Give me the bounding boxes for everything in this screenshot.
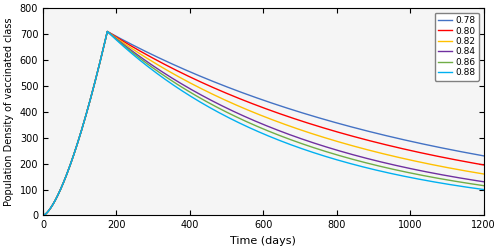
0.80 <box>326 128 332 131</box>
0.84 <box>480 180 486 183</box>
0.86 <box>402 170 408 173</box>
0.80 <box>40 214 46 217</box>
0.82 <box>40 214 46 217</box>
0.84 <box>104 30 110 33</box>
Line: 0.86: 0.86 <box>43 32 484 216</box>
0.84 <box>369 158 375 161</box>
0.80 <box>120 40 126 43</box>
0.84 <box>208 99 214 102</box>
0.82 <box>120 41 126 44</box>
0.88 <box>304 149 310 152</box>
0.86 <box>208 103 214 106</box>
0.78 <box>402 138 408 141</box>
0.88 <box>369 168 375 170</box>
0.86 <box>304 144 310 147</box>
0.86 <box>120 44 126 46</box>
0.86 <box>326 151 332 154</box>
0.86 <box>104 30 110 33</box>
0.84 <box>120 43 126 46</box>
0.80 <box>304 122 310 124</box>
0.86 <box>40 214 46 217</box>
0.82 <box>208 92 214 95</box>
Legend: 0.78, 0.80, 0.82, 0.84, 0.86, 0.88: 0.78, 0.80, 0.82, 0.84, 0.86, 0.88 <box>434 13 479 81</box>
0.84 <box>40 214 46 217</box>
0.88 <box>40 214 46 217</box>
0.78 <box>104 30 110 33</box>
0.78 <box>120 38 126 42</box>
0.86 <box>480 184 486 187</box>
0.88 <box>480 188 486 191</box>
0.82 <box>326 138 332 141</box>
0.84 <box>402 166 408 169</box>
Line: 0.84: 0.84 <box>43 32 484 216</box>
0.82 <box>369 150 375 152</box>
0.78 <box>40 214 46 217</box>
0.78 <box>369 131 375 134</box>
0.78 <box>208 79 214 82</box>
0.84 <box>304 139 310 142</box>
0.80 <box>369 140 375 143</box>
0.88 <box>326 156 332 159</box>
0.82 <box>104 30 110 33</box>
0.80 <box>104 30 110 33</box>
Line: 0.78: 0.78 <box>43 32 484 216</box>
0.88 <box>120 44 126 48</box>
Line: 0.88: 0.88 <box>43 32 484 216</box>
0.80 <box>480 164 486 166</box>
0.82 <box>304 130 310 134</box>
0.82 <box>402 158 408 160</box>
0.88 <box>104 30 110 33</box>
0.86 <box>369 163 375 166</box>
0.78 <box>326 120 332 122</box>
Line: 0.82: 0.82 <box>43 32 484 216</box>
Y-axis label: Population Density of vaccinated class: Population Density of vaccinated class <box>4 18 14 206</box>
0.82 <box>480 172 486 176</box>
0.88 <box>402 175 408 178</box>
0.84 <box>326 146 332 150</box>
0.88 <box>208 107 214 110</box>
0.80 <box>208 85 214 88</box>
0.78 <box>304 113 310 116</box>
0.78 <box>480 154 486 157</box>
0.80 <box>402 148 408 151</box>
Line: 0.80: 0.80 <box>43 32 484 216</box>
X-axis label: Time (days): Time (days) <box>230 236 296 246</box>
